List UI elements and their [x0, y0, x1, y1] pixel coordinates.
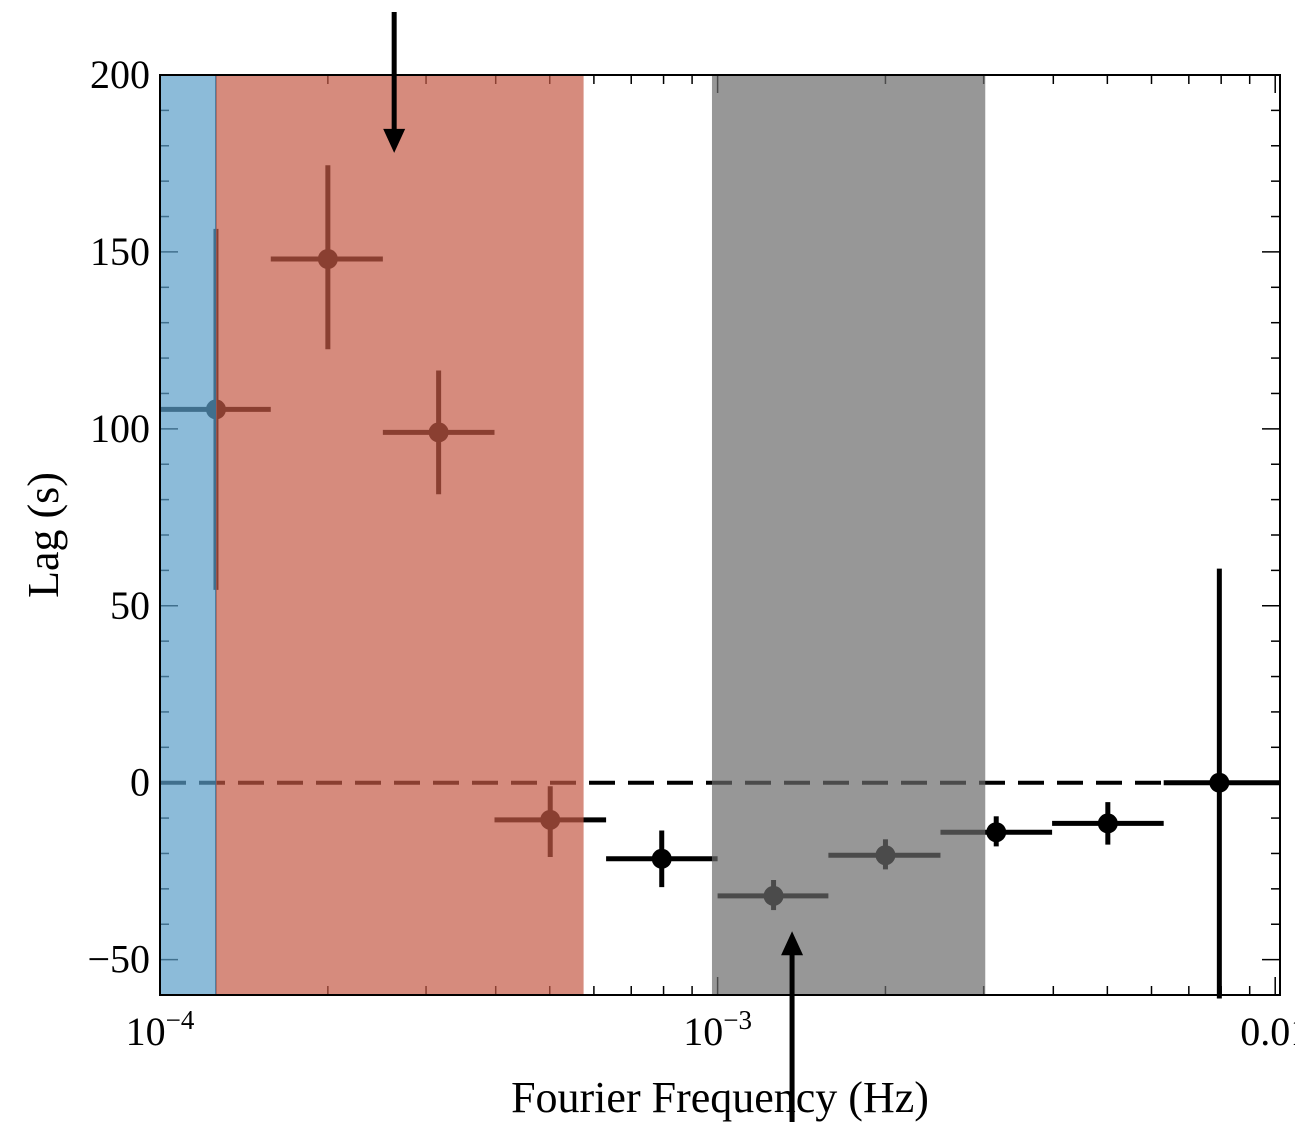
y-axis-label: Lag (s): [19, 472, 68, 598]
point-marker: [1209, 772, 1230, 793]
arrow-head: [383, 128, 406, 153]
annotation-arrow: [781, 931, 804, 1122]
plot-frame: [159, 74, 1281, 996]
shaded-band: [215, 75, 584, 995]
shaded-band: [159, 74, 217, 996]
point-marker: [986, 822, 1007, 843]
y-tick-label: 0: [130, 760, 150, 805]
x-tick-label: 10−3: [683, 1005, 752, 1054]
x-tick-labels: 10−4 10−3 0.01: [126, 1005, 1295, 1054]
x-tick-label: 0.01: [1240, 1009, 1295, 1054]
y-tick-label: 50: [110, 583, 150, 628]
y-tick-labels: 200 150 100 50 0 −50: [87, 52, 150, 982]
y-tick-label: −50: [87, 937, 150, 982]
y-tick-label: 150: [90, 229, 150, 274]
x-tick-label: 10−4: [126, 1005, 195, 1054]
point-marker: [651, 848, 672, 869]
data-point: [606, 830, 718, 888]
data-point: [1163, 568, 1280, 999]
y-tick-label: 200: [90, 52, 150, 97]
data-point: [1052, 802, 1164, 845]
arrow-head: [781, 931, 804, 956]
point-marker: [1097, 813, 1118, 834]
x-axis-label: Fourier Frequency (Hz): [511, 1073, 929, 1122]
annotation-arrows: [383, 12, 804, 1122]
frequency-bands: [159, 74, 986, 996]
y-tick-label: 100: [90, 406, 150, 451]
annotation-arrow: [383, 12, 406, 153]
shaded-band: [711, 75, 986, 995]
